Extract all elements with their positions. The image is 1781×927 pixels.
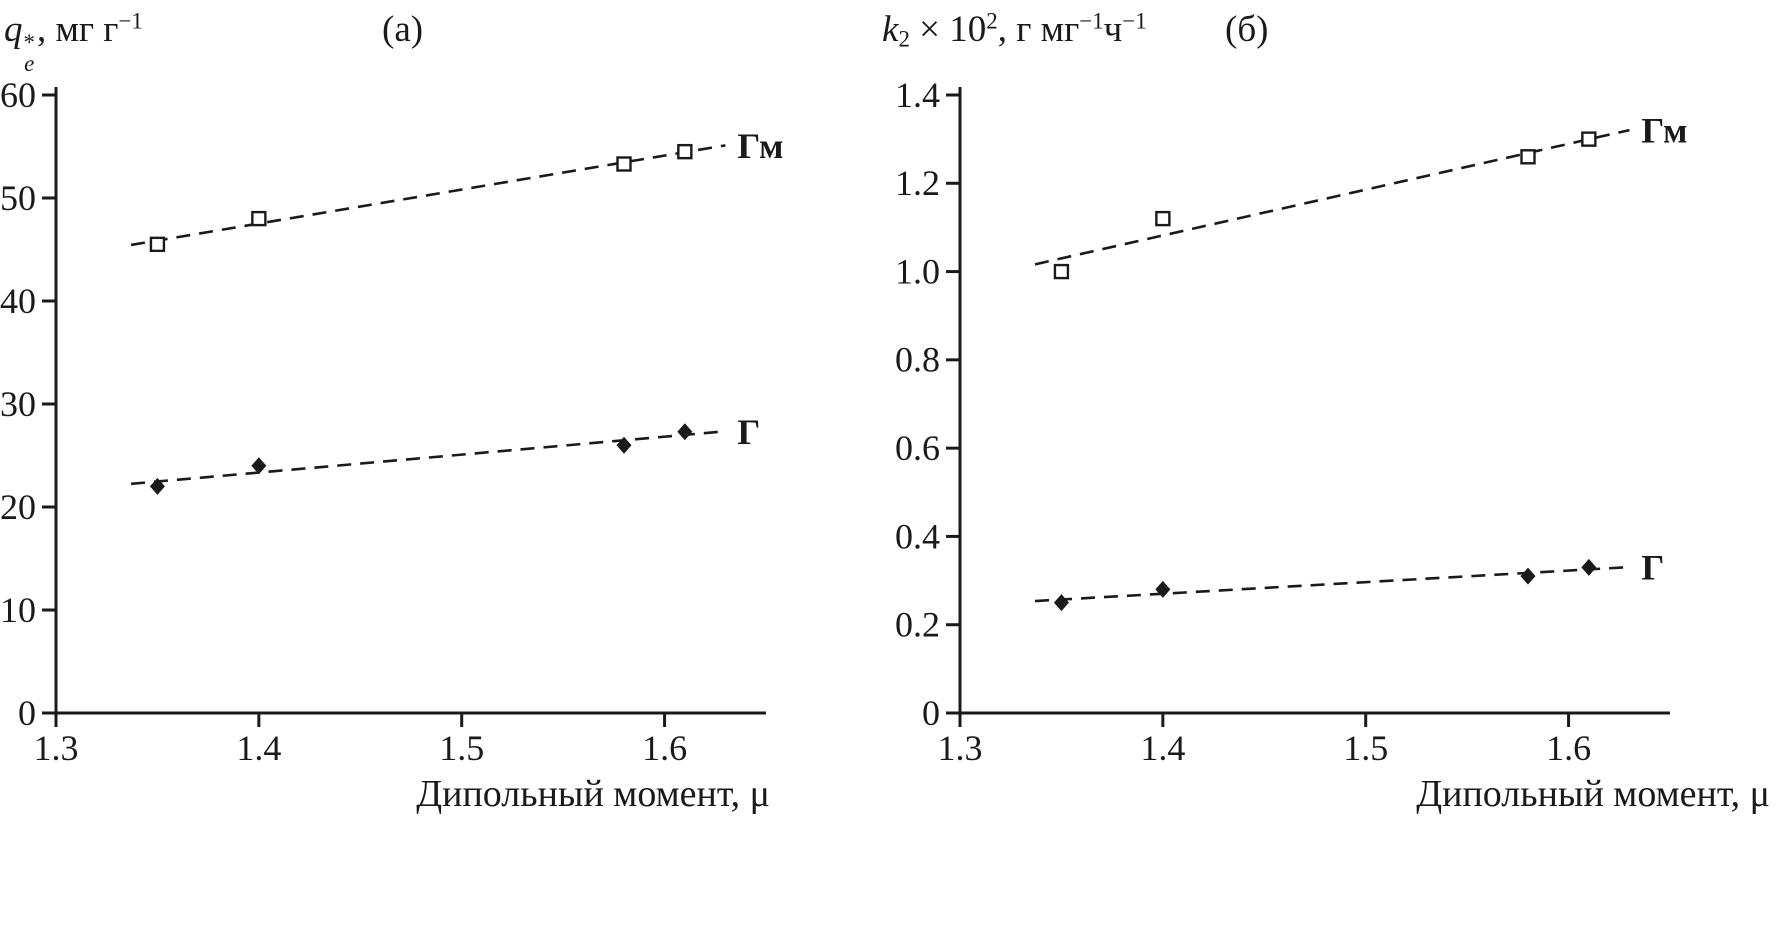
- series-1: Г: [130, 412, 760, 495]
- series-label: Гм: [1641, 111, 1687, 151]
- y-tick-label: 60: [0, 75, 36, 115]
- trend-line: [1034, 128, 1630, 266]
- marker-filled-diamond: [1053, 594, 1069, 612]
- chart-panel-a: 1.3 1.4 1.5 1.6 0 10 20 30 40 50 60 Дипольный момен…: [0, 75, 783, 815]
- y-axis-title: q * e, мг г−1: [4, 8, 143, 77]
- y-tick-label: 0.8: [895, 340, 940, 380]
- chart-panel-b: 1.3 1.4 1.5 1.6 0 0.2 0.4 0.6 0.8 1.0 1.2 1.4 Диполь…: [895, 75, 1770, 815]
- y-axis-ticks: 0 0.2 0.4 0.6 0.8 1.0 1.2 1.4: [895, 75, 960, 733]
- marker-open-square: [1520, 149, 1536, 165]
- y-tick-label: 0.2: [895, 605, 940, 645]
- x-tick-label: 1.6: [1546, 728, 1591, 768]
- marker-filled-diamond: [251, 457, 267, 475]
- series-0: Гм: [1034, 111, 1687, 280]
- x-tick-label: 1.5: [439, 728, 484, 768]
- panel-label: (а): [382, 9, 424, 50]
- marker-filled-diamond: [149, 477, 165, 495]
- series-0: Гм: [130, 126, 783, 253]
- axes: [958, 87, 1670, 715]
- x-axis-title: Дипольный момент, μ: [416, 773, 770, 815]
- series-label: Г: [1641, 548, 1664, 588]
- y-tick-label: 30: [0, 384, 36, 424]
- series-label: Гм: [737, 126, 783, 166]
- marker-filled-diamond: [677, 423, 693, 441]
- y-tick-label: 1.0: [895, 251, 940, 291]
- marker-filled-diamond: [1581, 558, 1597, 576]
- y-tick-label: 50: [0, 178, 36, 218]
- marker-filled-diamond: [616, 436, 632, 454]
- marker-filled-diamond: [1155, 580, 1171, 598]
- y-tick-label: 0: [922, 693, 940, 733]
- series-label: Г: [737, 412, 760, 452]
- marker-open-square: [1155, 210, 1171, 227]
- panel-b: k2 × 102, г мг−1ч−1 (б) 1.3 1.4 1.5 1.6 0 0.2…: [880, 0, 1781, 927]
- series-1: Г: [1034, 548, 1664, 612]
- x-axis-ticks: 1.3 1.4 1.5 1.6: [34, 713, 687, 768]
- y-tick-label: 20: [0, 487, 36, 527]
- trend-line: [130, 144, 726, 247]
- marker-open-square: [149, 236, 166, 253]
- marker-open-square: [677, 143, 693, 160]
- marker-filled-diamond: [1520, 567, 1536, 585]
- trend-line: [1034, 565, 1630, 603]
- y-tick-label: 0: [18, 693, 36, 733]
- x-tick-label: 1.4: [236, 728, 281, 768]
- y-tick-label: 10: [0, 590, 36, 630]
- marker-open-square: [1053, 263, 1070, 280]
- panel-a: q * e, мг г−1 (а) 1.3 1.4 1.5 1.6 0 10 20 30 40 50 6…: [0, 0, 880, 927]
- marker-open-square: [251, 210, 267, 227]
- y-tick-label: 0.6: [895, 428, 940, 468]
- y-tick-label: 1.4: [895, 75, 940, 115]
- panel-label: (б): [1225, 9, 1269, 50]
- y-tick-label: 0.4: [895, 516, 940, 556]
- marker-open-square: [616, 156, 632, 172]
- x-tick-label: 1.3: [938, 728, 983, 768]
- x-tick-label: 1.6: [642, 728, 687, 768]
- y-axis-title: k2 × 102, г мг−1ч−1: [882, 8, 1147, 52]
- trend-line: [130, 429, 726, 486]
- y-tick-label: 1.2: [895, 163, 940, 203]
- axes: [54, 87, 766, 715]
- marker-open-square: [1581, 131, 1597, 147]
- x-tick-label: 1.5: [1343, 728, 1388, 768]
- y-axis-ticks: 0 10 20 30 40 50 60: [0, 75, 56, 733]
- x-axis-title: Дипольный момент, μ: [1416, 773, 1770, 815]
- y-tick-label: 40: [0, 281, 36, 321]
- x-tick-label: 1.3: [34, 728, 79, 768]
- x-axis-ticks: 1.3 1.4 1.5 1.6: [938, 713, 1591, 768]
- x-tick-label: 1.4: [1140, 728, 1185, 768]
